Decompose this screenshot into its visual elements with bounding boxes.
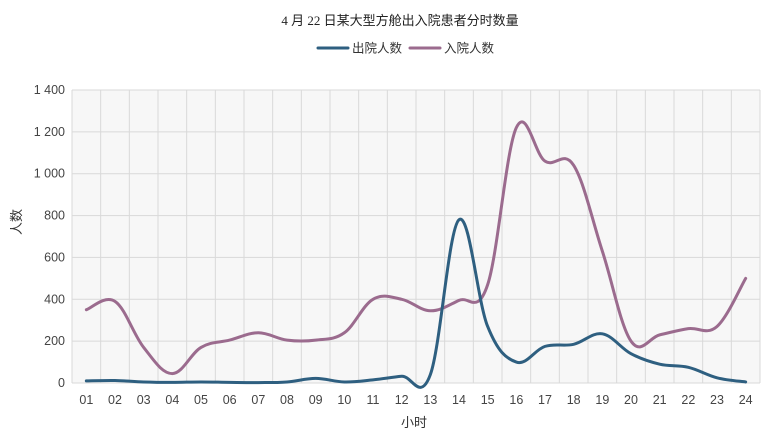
x-tick-label: 22 xyxy=(681,393,695,407)
y-tick-label: 0 xyxy=(58,376,65,390)
y-tick-label: 1 000 xyxy=(34,167,65,181)
x-tick-label: 05 xyxy=(194,393,208,407)
x-tick-label: 23 xyxy=(710,393,724,407)
y-tick-label: 1 200 xyxy=(34,125,65,139)
y-tick-label: 600 xyxy=(44,250,65,264)
y-tick-label: 800 xyxy=(44,209,65,223)
x-tick-label: 11 xyxy=(367,393,380,407)
y-tick-label: 200 xyxy=(44,334,65,348)
x-tick-label: 03 xyxy=(137,393,151,407)
x-axis: 01 02 03 04 05 06 07 08 09 10 11 12 13 14 15 16 17 18 19 20… xyxy=(79,393,752,407)
x-tick-label: 17 xyxy=(538,393,552,407)
y-tick-label: 1 400 xyxy=(34,83,65,97)
x-tick-label: 18 xyxy=(567,393,581,407)
x-tick-label: 08 xyxy=(280,393,294,407)
x-tick-label: 16 xyxy=(509,393,523,407)
x-tick-label: 20 xyxy=(624,393,638,407)
y-tick-label: 400 xyxy=(44,292,65,306)
series-layer xyxy=(84,120,748,389)
legend-label-discharge: 出院人数 xyxy=(352,41,403,56)
x-tick-label: 01 xyxy=(79,393,93,407)
x-tick-label: 06 xyxy=(223,393,237,407)
chart-title: 4 月 22 日某大型方舱出入院患者分时数量 xyxy=(281,13,518,28)
x-tick-label: 12 xyxy=(395,393,409,407)
x-tick-label: 15 xyxy=(481,393,495,407)
x-tick-label: 10 xyxy=(337,393,351,407)
x-tick-label: 07 xyxy=(251,393,265,407)
x-axis-label: 小时 xyxy=(401,415,427,430)
x-tick-label: 19 xyxy=(595,393,609,407)
x-tick-label: 09 xyxy=(309,393,323,407)
legend: 出院人数 入院人数 xyxy=(316,41,495,56)
legend-label-admission: 入院人数 xyxy=(444,41,495,56)
x-tick-label: 04 xyxy=(165,393,179,407)
x-tick-label: 14 xyxy=(452,393,466,407)
x-tick-label: 21 xyxy=(653,393,667,407)
y-axis-label: 人数 xyxy=(9,209,24,235)
series-line-admission xyxy=(84,120,748,376)
y-axis: 0 200 400 600 800 1 000 1 200 1 400 xyxy=(34,83,65,390)
x-tick-label: 13 xyxy=(423,393,437,407)
x-tick-label: 24 xyxy=(739,393,753,407)
x-tick-label: 02 xyxy=(108,393,122,407)
series-line-discharge xyxy=(84,218,748,389)
